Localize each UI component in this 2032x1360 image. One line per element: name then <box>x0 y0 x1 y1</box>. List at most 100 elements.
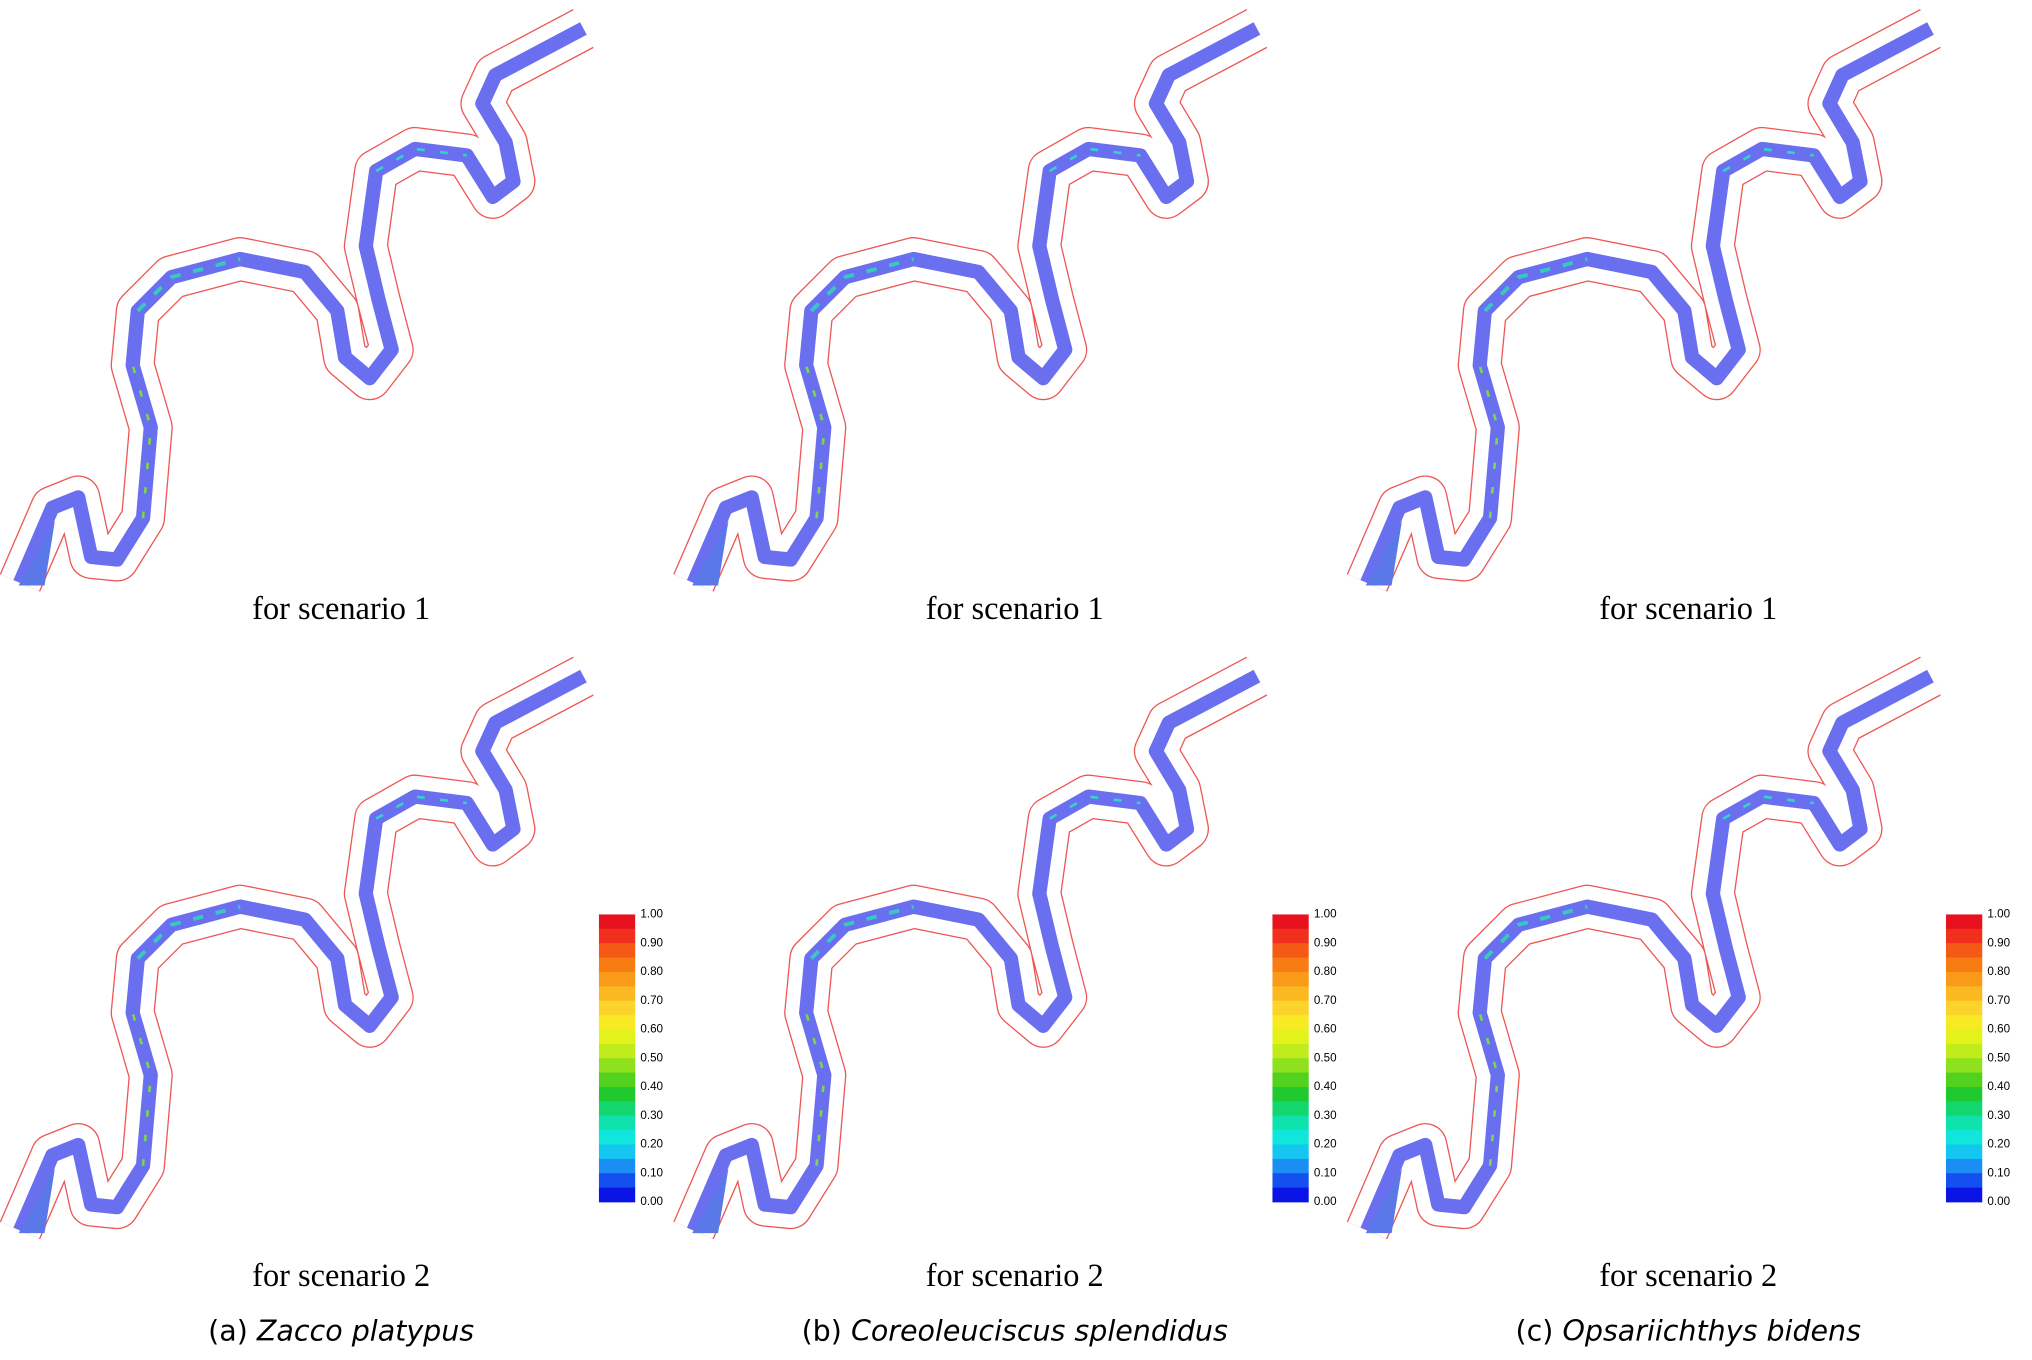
river-map <box>1366 676 1931 1233</box>
panel-caption: (c) Opsariichthys bidens <box>1515 1315 1861 1348</box>
legend-band <box>598 1144 636 1160</box>
legend-tick: 0.10 <box>640 1166 663 1179</box>
legend-band <box>1272 1043 1309 1059</box>
legend-band <box>598 1158 636 1174</box>
legend-tick: 0.20 <box>1987 1138 2010 1151</box>
legend-tick: 0.80 <box>1987 965 2010 978</box>
legend-tick: 0.40 <box>1987 1080 2010 1093</box>
species-name: Coreoleuciscus splendidus <box>851 1315 1228 1348</box>
legend-band <box>1272 1058 1309 1073</box>
panel-label: (a) <box>208 1315 248 1348</box>
legend-band <box>1945 914 1983 930</box>
legend-band <box>1945 928 1983 944</box>
legend-band <box>598 971 636 987</box>
river-map <box>19 676 584 1233</box>
legend-band <box>1272 1072 1309 1088</box>
river-map <box>1366 28 1931 585</box>
legend-band <box>598 986 636 1002</box>
legend-band <box>598 1043 636 1059</box>
legend-band <box>1272 1144 1309 1160</box>
legend-band <box>1945 986 1983 1002</box>
legend-tick: 0.50 <box>1314 1051 1337 1064</box>
legend-tick: 0.20 <box>640 1138 663 1151</box>
legend-band <box>1945 1015 1983 1030</box>
legend-band <box>598 914 636 930</box>
legend-tick: 0.60 <box>1987 1023 2010 1036</box>
legend-band <box>1272 1158 1309 1174</box>
panel-caption: (b) Coreoleuciscus splendidus <box>802 1315 1228 1348</box>
legend-band <box>1945 1072 1983 1088</box>
scenario-caption: for scenario 1 <box>252 591 430 627</box>
river-map <box>692 676 1257 1233</box>
legend-tick: 0.70 <box>1314 994 1337 1007</box>
legend-tick: 1.00 <box>1987 908 2010 921</box>
legend-band <box>1272 1015 1309 1030</box>
legend-tick: 0.90 <box>1987 936 2010 949</box>
legend-band <box>1945 1144 1983 1160</box>
legend-band <box>1945 971 1983 987</box>
legend-band <box>1272 1115 1309 1131</box>
legend-band <box>1272 1000 1309 1016</box>
legend-band <box>1272 914 1309 930</box>
legend-tick: 0.50 <box>640 1051 663 1064</box>
legend-tick: 0.70 <box>1987 994 2010 1007</box>
legend-tick: 0.70 <box>640 994 663 1007</box>
legend-band <box>598 1173 636 1188</box>
legend-band <box>1272 1173 1309 1188</box>
legend-band <box>598 928 636 944</box>
scenario-caption: for scenario 2 <box>1599 1258 1777 1294</box>
legend-tick: 0.30 <box>1314 1109 1337 1122</box>
legend-band <box>1272 986 1309 1002</box>
legend-tick: 0.80 <box>640 965 663 978</box>
panel-caption: (a) Zacco platypus <box>208 1315 474 1348</box>
legend-band <box>598 1187 636 1203</box>
river-map <box>692 28 1257 585</box>
species-name: Opsariichthys bidens <box>1562 1315 1861 1348</box>
legend-tick: 0.00 <box>640 1195 663 1208</box>
legend-band <box>598 1015 636 1030</box>
legend-tick: 0.50 <box>1987 1051 2010 1064</box>
legend-tick: 0.90 <box>640 936 663 949</box>
legend-tick: 0.10 <box>1987 1166 2010 1179</box>
legend-band <box>1272 1130 1309 1145</box>
legend-tick: 0.00 <box>1987 1195 2010 1208</box>
legend-band <box>1945 1158 1983 1174</box>
legend-band <box>598 1086 636 1102</box>
river-map <box>19 28 584 585</box>
legend-band <box>598 1058 636 1073</box>
legend-band <box>1272 928 1309 944</box>
legend-band <box>1272 1029 1309 1045</box>
legend-tick: 0.20 <box>1314 1138 1337 1151</box>
legend-band <box>1945 1101 1983 1117</box>
legend-band <box>1945 1043 1983 1059</box>
legend-tick: 0.40 <box>640 1080 663 1093</box>
legend-tick: 0.00 <box>1314 1195 1337 1208</box>
legend-band <box>1945 1173 1983 1188</box>
legend-band <box>598 1101 636 1117</box>
legend-band <box>1945 1000 1983 1016</box>
legend-tick: 0.60 <box>1314 1023 1337 1036</box>
legend-band <box>1945 1187 1983 1203</box>
legend-band <box>1272 1187 1309 1203</box>
legend-tick: 0.10 <box>1314 1166 1337 1179</box>
legend-band <box>598 1072 636 1088</box>
panel-label: (c) <box>1515 1315 1553 1348</box>
legend-band <box>1272 943 1309 958</box>
legend-band <box>1272 1086 1309 1102</box>
legend-band <box>598 1029 636 1045</box>
legend-band <box>1945 1130 1983 1145</box>
legend-band <box>1272 1101 1309 1117</box>
scenario-caption: for scenario 1 <box>926 591 1104 627</box>
species-name: Zacco platypus <box>256 1315 474 1348</box>
legend-band <box>1945 1115 1983 1131</box>
legend-tick: 0.60 <box>640 1023 663 1036</box>
panel-label: (b) <box>802 1315 842 1348</box>
legend-band <box>598 1000 636 1016</box>
legend-tick: 1.00 <box>640 908 663 921</box>
legend-band <box>598 1130 636 1145</box>
legend-tick: 0.90 <box>1314 936 1337 949</box>
scenario-caption: for scenario 2 <box>252 1258 430 1294</box>
legend-band <box>1272 957 1309 973</box>
